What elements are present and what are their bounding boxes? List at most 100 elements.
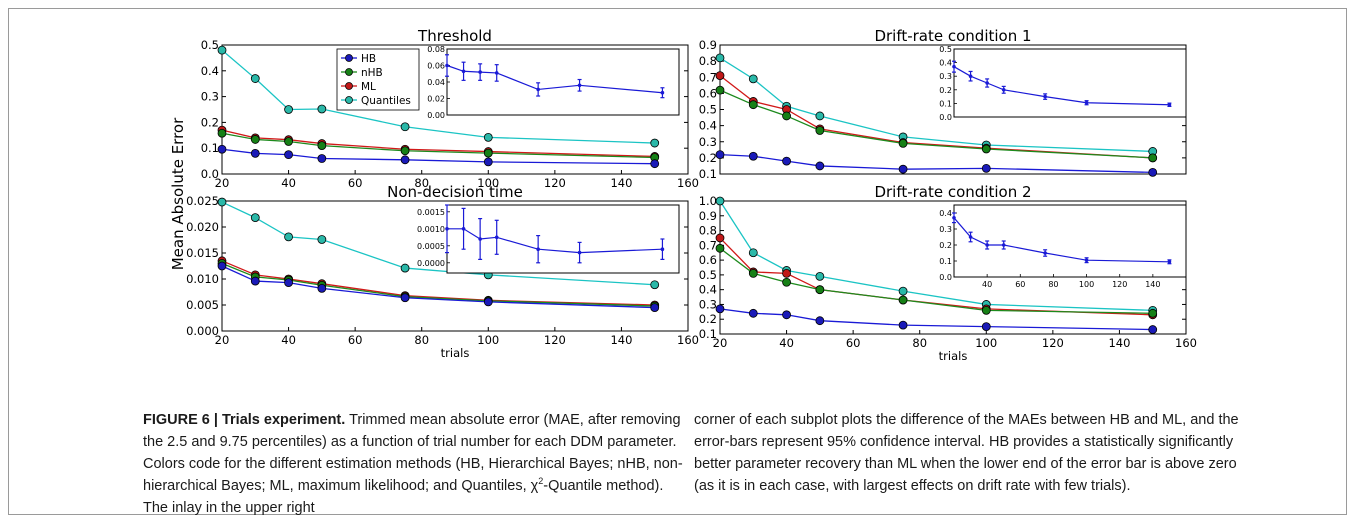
data-point-nhb: [217, 128, 227, 138]
data-point-hb: [1148, 325, 1158, 334]
data-point-hb: [981, 163, 991, 173]
data-point-hb: [650, 303, 660, 313]
data-point-nhb: [715, 243, 725, 253]
inset-point: [1084, 258, 1089, 262]
x-tick-label: 40: [281, 333, 296, 347]
x-tick-label: 20: [215, 333, 230, 347]
inset-y-tick-label: 0.1: [939, 257, 952, 266]
inset-point: [660, 90, 665, 95]
legend-marker-hb: [345, 54, 353, 62]
data-point-hb: [284, 150, 293, 160]
x-tick-label: 60: [348, 333, 363, 347]
data-point-quantiles: [317, 104, 327, 114]
y-tick-label: 0.5: [201, 38, 219, 52]
y-tick-label: 0.2: [201, 115, 219, 129]
x-tick-label: 80: [912, 336, 927, 350]
data-point-hb: [250, 276, 260, 286]
data-point-nhb: [898, 138, 908, 148]
data-point-quantiles: [217, 45, 227, 55]
data-point-nhb: [483, 148, 493, 158]
legend-marker-nhb: [345, 68, 353, 76]
data-point-nhb: [981, 144, 991, 154]
y-tick-label: 0.015: [186, 246, 219, 260]
data-point-nhb: [1148, 308, 1158, 318]
x-tick-label: 100: [975, 336, 997, 350]
inset-point: [494, 235, 499, 240]
data-point-quantiles: [898, 286, 908, 296]
y-tick-label: 0.6: [699, 253, 717, 267]
panel-1: Threshold 0.0 0.1 0.2 0.3 0.4 0.5 20 40 60 80 100 12…: [201, 27, 699, 190]
data-point-quantiles: [748, 248, 758, 258]
inset-point: [1084, 100, 1089, 105]
inset-point: [1167, 102, 1172, 107]
x-tick-label: 140: [610, 333, 632, 347]
panel-4: Drift-rate condition 20.10.20.30.40.50.6…: [699, 183, 1197, 363]
inset-x-tick-label: 140: [1145, 280, 1160, 289]
inset-point: [952, 64, 956, 69]
y-tick-label: 0.5: [699, 268, 717, 282]
inset-point: [445, 227, 449, 231]
data-point-hb: [317, 283, 327, 293]
data-point-nhb: [748, 269, 758, 278]
inset-point: [494, 71, 499, 75]
x-tick-label: 100: [477, 176, 499, 190]
y-tick-label: 0.025: [186, 194, 219, 208]
y-tick-label: 1.0: [699, 194, 717, 208]
legend-marker-ml: [345, 82, 353, 90]
chi-superscript: 2: [538, 476, 544, 487]
inset-frame: [953, 48, 1187, 118]
data-point-quantiles: [650, 138, 660, 148]
y-tick-label: 0.1: [201, 141, 219, 155]
data-point-hb: [898, 320, 908, 330]
data-point-hb: [898, 164, 908, 174]
panel-title: Threshold: [417, 27, 492, 45]
data-point-hb: [748, 308, 758, 318]
inset-y-tick-label: 0.4: [939, 59, 952, 68]
x-tick-label: 140: [610, 176, 632, 190]
inset-plot: 0.0 0.1 0.2 0.3 0.4 40 60 80 100 120 140: [939, 204, 1187, 289]
inset-y-tick-label: 0.04: [427, 78, 445, 87]
data-point-quantiles: [250, 74, 260, 83]
data-point-hb: [483, 297, 493, 307]
y-tick-label: 0.9: [699, 209, 717, 223]
inset-y-tick-label: 0.0000: [417, 259, 445, 268]
data-point-hb: [715, 304, 725, 314]
x-tick-label: 20: [713, 336, 728, 350]
inset-y-tick-label: 0.00: [427, 111, 445, 120]
y-tick-label: 0.8: [699, 224, 717, 238]
y-tick-label: 0.000: [186, 324, 219, 338]
inset-point: [1001, 243, 1006, 247]
data-point-quantiles: [400, 122, 410, 132]
x-tick-label: 140: [1108, 336, 1130, 350]
data-point-hb: [815, 161, 825, 171]
data-point-quantiles: [483, 132, 493, 142]
inset-y-tick-label: 0.02: [427, 95, 445, 104]
y-tick-label: 0.9: [699, 38, 717, 52]
inset-x-tick-label: 80: [1048, 280, 1058, 289]
inset-point: [985, 81, 989, 85]
data-point-hb: [400, 293, 410, 303]
y-tick-label: 0.4: [699, 119, 717, 133]
y-tick-label: 0.005: [186, 298, 219, 312]
legend: HB nHB ML Quantiles: [336, 48, 420, 111]
data-point-hb: [217, 144, 227, 154]
inset-point: [478, 237, 482, 241]
data-point-quantiles: [815, 111, 825, 121]
inset-point: [1043, 94, 1047, 99]
data-point-hb: [483, 157, 493, 167]
data-point-nhb: [815, 126, 825, 135]
inset-point: [660, 247, 665, 251]
inset-frame: [446, 48, 680, 116]
data-point-hb: [1148, 167, 1158, 177]
inset-x-tick-label: 60: [1015, 280, 1025, 289]
x-tick-label: 80: [414, 333, 429, 347]
x-tick-label: 160: [677, 333, 699, 347]
inset-plot: 0.0000 0.0005 0.0010 0.0015: [417, 204, 680, 274]
inset-y-tick-label: 0.3: [939, 225, 952, 234]
inset-point: [536, 247, 540, 251]
y-tick-label: 0.6: [699, 86, 717, 100]
inset-y-tick-label: 0.4: [939, 209, 952, 218]
y-tick-label: 0.2: [699, 312, 717, 326]
data-point-quantiles: [217, 197, 227, 207]
data-point-quantiles: [284, 105, 293, 114]
